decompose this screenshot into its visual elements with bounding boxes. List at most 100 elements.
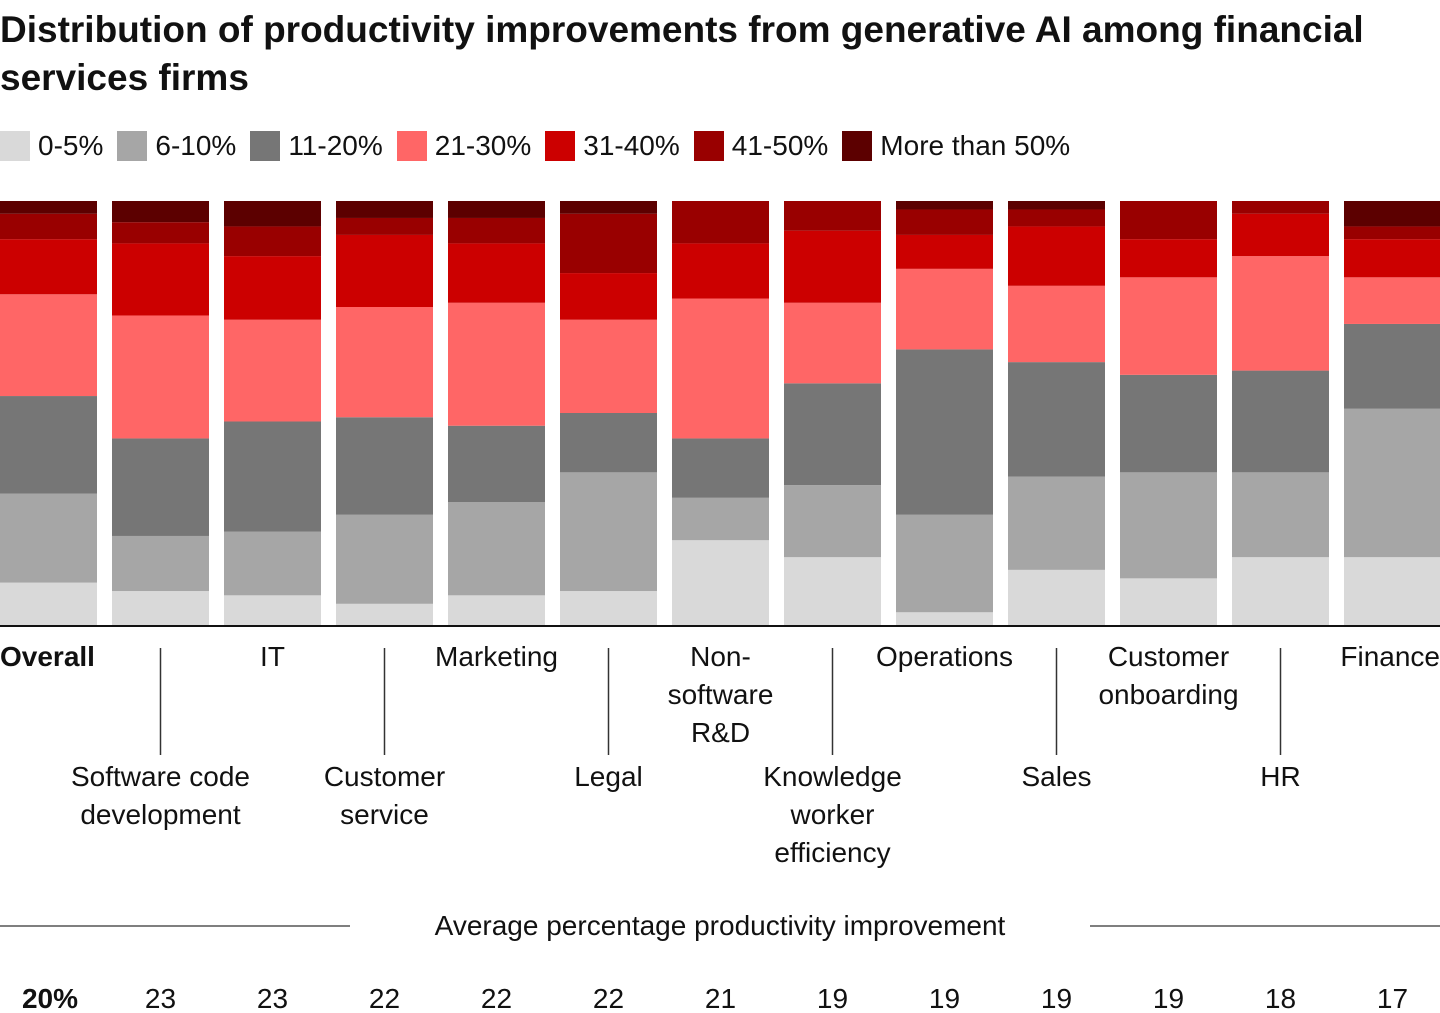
legend-swatch <box>0 131 30 161</box>
bar-segment <box>560 273 657 320</box>
bar-segment <box>224 421 321 532</box>
bar-segment <box>1344 557 1440 625</box>
average-value: 18 <box>1265 983 1296 1013</box>
bar-segment <box>224 319 321 422</box>
bar-segment <box>112 222 209 244</box>
bar-segment <box>336 514 433 604</box>
bar-segment <box>336 217 433 235</box>
bar-segment <box>336 307 433 418</box>
bar-segment <box>784 230 881 303</box>
bar-segment <box>1232 370 1329 473</box>
legend-label: 41-50% <box>731 130 829 161</box>
bar-segment <box>112 315 209 439</box>
legend-item: 31-40% <box>545 130 680 162</box>
average-value: 22 <box>593 983 624 1013</box>
x-tick-label: HR <box>1260 761 1301 792</box>
bar-segment <box>224 256 321 320</box>
legend-swatch <box>250 131 281 161</box>
legend-item: 41-50% <box>693 130 829 162</box>
legend-swatch <box>396 131 427 161</box>
legend-swatch <box>545 131 576 161</box>
legend-item: 11-20% <box>250 130 383 162</box>
bar-segment <box>448 302 545 426</box>
bar-segment <box>672 497 769 541</box>
bar-segment <box>112 591 209 625</box>
bar-segment <box>448 217 545 244</box>
x-tick-label: IT <box>260 641 285 672</box>
bar-segment <box>784 485 881 558</box>
x-tick-label: Marketing <box>435 641 558 672</box>
x-tick-label: Software code development <box>71 761 250 830</box>
bar-segment <box>560 201 657 214</box>
average-value: 22 <box>481 983 512 1013</box>
bar-segment <box>1344 408 1440 558</box>
bar-segment <box>336 603 433 625</box>
bar-segment <box>672 298 769 439</box>
bar-segment <box>224 201 321 227</box>
bar-segment <box>448 425 545 503</box>
bar-segment <box>560 472 657 592</box>
average-value: 23 <box>257 983 288 1013</box>
bar-segment <box>1008 285 1105 363</box>
bar-segment <box>1008 362 1105 477</box>
bar-segment <box>0 201 97 214</box>
bar-segment <box>560 319 657 413</box>
x-tick-label: Finance <box>1340 641 1440 672</box>
bar-segment <box>560 213 657 274</box>
bar-segment <box>336 417 433 515</box>
bar-segment <box>672 243 769 299</box>
bar-segment <box>0 493 97 583</box>
bar-segment <box>560 413 657 473</box>
x-tick-label: Operations <box>876 641 1013 672</box>
x-tick-label: Knowledge worker efficiency <box>763 761 902 868</box>
bar-segment <box>112 243 209 316</box>
bar-segment <box>784 201 881 231</box>
average-value: 22 <box>369 983 400 1013</box>
legend-label: 31-40% <box>583 130 680 161</box>
legend-item: 6-10% <box>117 130 236 162</box>
bar-segment <box>448 502 545 596</box>
x-tick-label: Customer service <box>323 761 446 830</box>
average-value: 19 <box>1041 983 1072 1013</box>
x-tick-label: Non-software R&D <box>667 641 774 748</box>
average-value: 21 <box>705 983 736 1013</box>
x-tick-label: Overall <box>0 641 95 672</box>
legend: 0-5% 6-10% 11-20% 21-30% 31-40% 41-50% More th… <box>0 130 1070 162</box>
bar-segment <box>1120 578 1217 625</box>
bar-segment <box>896 234 993 269</box>
bar-segment <box>1120 201 1217 240</box>
bar-segment <box>1344 277 1440 324</box>
bar-segment <box>1120 239 1217 278</box>
bar-segment <box>224 531 321 596</box>
legend-label: 21-30% <box>434 130 532 161</box>
bar-segment <box>784 383 881 486</box>
chart-title: Distribution of productivity improvement… <box>0 9 1364 98</box>
bar-segment <box>672 540 769 625</box>
bar-segment <box>784 302 881 384</box>
bar-segment <box>1232 213 1329 257</box>
bar-segment <box>672 438 769 498</box>
bar-segment <box>1344 239 1440 278</box>
bar-segment <box>448 595 545 625</box>
bar-segment <box>1120 472 1217 579</box>
legend-item: More than 50% <box>842 130 1070 162</box>
bar-segment <box>1232 557 1329 625</box>
bar-segment <box>1008 569 1105 625</box>
bar-segment <box>896 209 993 235</box>
legend-label: 0-5% <box>38 130 104 161</box>
bar-segment <box>1120 374 1217 473</box>
bar-segment <box>112 201 209 223</box>
bar-segment <box>1232 472 1329 558</box>
legend-label: 6-10% <box>155 130 237 161</box>
bar-segment <box>1008 209 1105 227</box>
bar-segment <box>0 582 97 625</box>
legend-swatch <box>117 131 148 161</box>
average-value: 19 <box>929 983 960 1013</box>
average-value: 20% <box>22 983 78 1013</box>
bar-segment <box>784 557 881 625</box>
bar-segment <box>0 213 97 240</box>
legend-label: 11-20% <box>288 130 383 161</box>
bar-segment <box>1232 201 1329 214</box>
